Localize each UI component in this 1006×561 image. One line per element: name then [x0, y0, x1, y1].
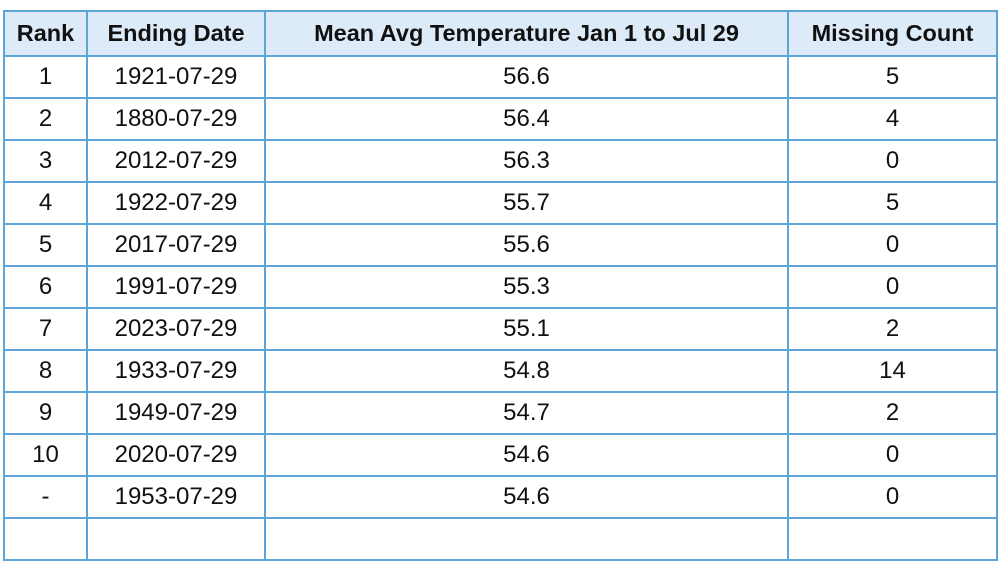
ending-date-cell: 1991-07-29	[86, 265, 266, 309]
column-header-rank[interactable]: Rank	[3, 10, 88, 57]
missing-count-cell: 0	[787, 433, 998, 477]
ending-date-cell: 2020-07-29	[86, 433, 266, 477]
ending-date-cell	[86, 517, 266, 561]
missing-count-cell: 0	[787, 265, 998, 309]
rank-cell: 2	[3, 97, 88, 141]
ending-date-cell: 2023-07-29	[86, 307, 266, 351]
table-row: 8 1933-07-29 54.8 14	[3, 349, 998, 393]
rank-cell: 8	[3, 349, 88, 393]
missing-count-cell: 5	[787, 181, 998, 225]
rank-cell: 6	[3, 265, 88, 309]
column-header-mean-avg-temperature[interactable]: Mean Avg Temperature Jan 1 to Jul 29	[264, 10, 789, 57]
ending-date-cell: 1880-07-29	[86, 97, 266, 141]
ending-date-cell: 2017-07-29	[86, 223, 266, 267]
mean-avg-temperature-cell: 56.4	[264, 97, 789, 141]
column-header-ending-date[interactable]: Ending Date	[86, 10, 266, 57]
ending-date-cell: 1933-07-29	[86, 349, 266, 393]
rank-cell: 3	[3, 139, 88, 183]
ending-date-cell: 1921-07-29	[86, 55, 266, 99]
mean-avg-temperature-cell: 55.6	[264, 223, 789, 267]
table-body: 1 1921-07-29 56.6 5 2 1880-07-29 56.4 4 3 2012-07…	[3, 55, 998, 561]
rank-cell: 7	[3, 307, 88, 351]
ending-date-cell: 1953-07-29	[86, 475, 266, 519]
mean-avg-temperature-cell: 54.6	[264, 433, 789, 477]
table-row: 9 1949-07-29 54.7 2	[3, 391, 998, 435]
missing-count-cell: 4	[787, 97, 998, 141]
missing-count-cell: 5	[787, 55, 998, 99]
missing-count-cell: 2	[787, 391, 998, 435]
missing-count-cell	[787, 517, 998, 561]
temperature-ranking-table: Rank Ending Date Mean Avg Temperature Ja…	[3, 10, 998, 561]
ending-date-cell: 2012-07-29	[86, 139, 266, 183]
table-row: 2 1880-07-29 56.4 4	[3, 97, 998, 141]
mean-avg-temperature-cell: 55.7	[264, 181, 789, 225]
missing-count-cell: 0	[787, 139, 998, 183]
table-row: 5 2017-07-29 55.6 0	[3, 223, 998, 267]
mean-avg-temperature-cell: 54.6	[264, 475, 789, 519]
missing-count-cell: 0	[787, 223, 998, 267]
table-row: 3 2012-07-29 56.3 0	[3, 139, 998, 183]
table-row: 4 1922-07-29 55.7 5	[3, 181, 998, 225]
mean-avg-temperature-cell: 55.1	[264, 307, 789, 351]
missing-count-cell: 2	[787, 307, 998, 351]
table-row: 6 1991-07-29 55.3 0	[3, 265, 998, 309]
mean-avg-temperature-cell: 56.6	[264, 55, 789, 99]
mean-avg-temperature-cell: 54.8	[264, 349, 789, 393]
mean-avg-temperature-cell: 54.7	[264, 391, 789, 435]
mean-avg-temperature-cell: 55.3	[264, 265, 789, 309]
table-header: Rank Ending Date Mean Avg Temperature Ja…	[3, 10, 998, 57]
missing-count-cell: 0	[787, 475, 998, 519]
ending-date-cell: 1922-07-29	[86, 181, 266, 225]
rank-cell: -	[3, 475, 88, 519]
missing-count-cell: 14	[787, 349, 998, 393]
table-row	[3, 517, 998, 561]
table-row: -1953-07-29 54.6 0	[3, 475, 998, 519]
rank-cell: 5	[3, 223, 88, 267]
mean-avg-temperature-cell	[264, 517, 789, 561]
column-header-missing-count[interactable]: Missing Count	[787, 10, 998, 57]
rank-cell: 1	[3, 55, 88, 99]
mean-avg-temperature-cell: 56.3	[264, 139, 789, 183]
table-row: 7 2023-07-29 55.1 2	[3, 307, 998, 351]
rank-cell	[3, 517, 88, 561]
table-row: 1 1921-07-29 56.6 5	[3, 55, 998, 99]
rank-cell: 4	[3, 181, 88, 225]
table-row: 10 2020-07-29 54.6 0	[3, 433, 998, 477]
rank-cell: 9	[3, 391, 88, 435]
rank-cell: 10	[3, 433, 88, 477]
ending-date-cell: 1949-07-29	[86, 391, 266, 435]
header-row: Rank Ending Date Mean Avg Temperature Ja…	[3, 10, 998, 57]
